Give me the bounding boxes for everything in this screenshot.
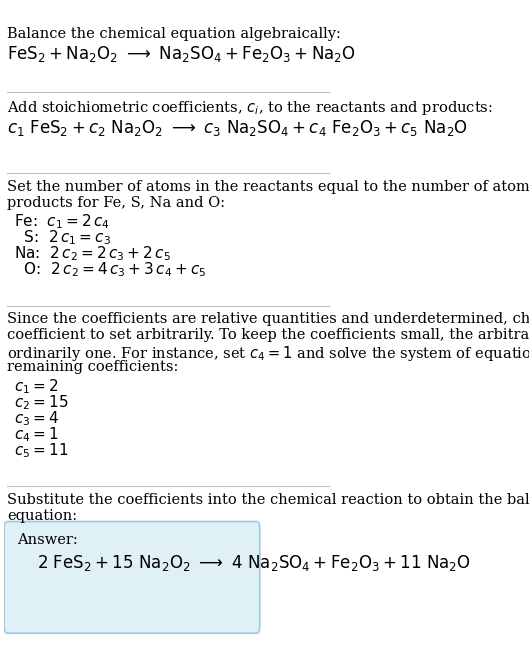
- Text: products for Fe, S, Na and O:: products for Fe, S, Na and O:: [7, 196, 225, 210]
- Text: Answer:: Answer:: [17, 533, 78, 547]
- Text: Na:  $2\,c_2 = 2\,c_3 + 2\,c_5$: Na: $2\,c_2 = 2\,c_3 + 2\,c_5$: [14, 245, 171, 263]
- Text: equation:: equation:: [7, 509, 78, 523]
- Text: $c_5 = 11$: $c_5 = 11$: [14, 442, 68, 461]
- Text: $c_1 = 2$: $c_1 = 2$: [14, 378, 59, 397]
- FancyBboxPatch shape: [4, 521, 260, 633]
- Text: $c_3 = 4$: $c_3 = 4$: [14, 410, 59, 428]
- Text: $2\ \mathregular{FeS_2} + 15\ \mathregular{Na_2O_2} \ \longrightarrow \ 4\ \math: $2\ \mathregular{FeS_2} + 15\ \mathregul…: [37, 553, 471, 573]
- Text: Balance the chemical equation algebraically:: Balance the chemical equation algebraica…: [7, 27, 341, 41]
- Text: Set the number of atoms in the reactants equal to the number of atoms in the: Set the number of atoms in the reactants…: [7, 180, 529, 194]
- Text: Since the coefficients are relative quantities and underdetermined, choose a: Since the coefficients are relative quan…: [7, 312, 529, 326]
- Text: S:  $2\,c_1 = c_3$: S: $2\,c_1 = c_3$: [14, 228, 111, 247]
- Text: Substitute the coefficients into the chemical reaction to obtain the balanced: Substitute the coefficients into the che…: [7, 493, 529, 507]
- Text: remaining coefficients:: remaining coefficients:: [7, 360, 179, 374]
- Text: $c_1\ \mathregular{FeS_2} + c_2\ \mathregular{Na_2O_2} \ \longrightarrow \ c_3\ : $c_1\ \mathregular{FeS_2} + c_2\ \mathre…: [7, 118, 469, 138]
- Text: $c_2 = 15$: $c_2 = 15$: [14, 394, 68, 412]
- Text: O:  $2\,c_2 = 4\,c_3 + 3\,c_4 + c_5$: O: $2\,c_2 = 4\,c_3 + 3\,c_4 + c_5$: [14, 260, 206, 279]
- Text: Fe:  $c_1 = 2\,c_4$: Fe: $c_1 = 2\,c_4$: [14, 212, 110, 231]
- Text: ordinarily one. For instance, set $c_4 = 1$ and solve the system of equations fo: ordinarily one. For instance, set $c_4 =…: [7, 344, 529, 363]
- Text: Add stoichiometric coefficients, $c_i$, to the reactants and products:: Add stoichiometric coefficients, $c_i$, …: [7, 99, 494, 116]
- Text: $c_4 = 1$: $c_4 = 1$: [14, 426, 59, 444]
- Text: coefficient to set arbitrarily. To keep the coefficients small, the arbitrary va: coefficient to set arbitrarily. To keep …: [7, 328, 529, 342]
- Text: $\mathregular{FeS_2 + Na_2O_2 \ \longrightarrow \ Na_2SO_4 + Fe_2O_3 + Na_2O}$: $\mathregular{FeS_2 + Na_2O_2 \ \longrig…: [7, 44, 357, 64]
